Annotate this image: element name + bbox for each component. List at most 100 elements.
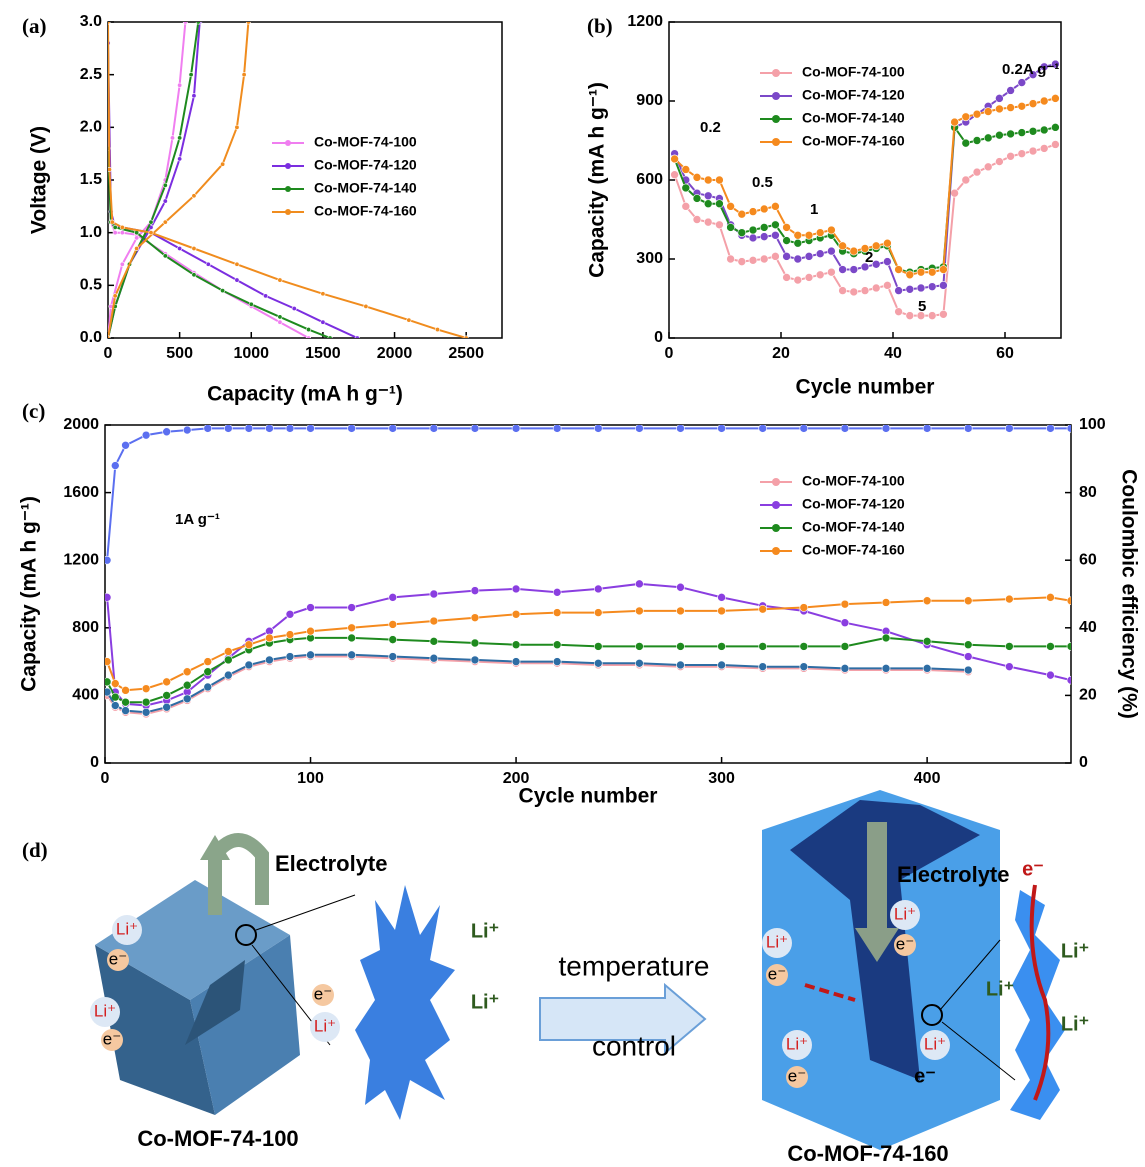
ion-label: e⁻ <box>788 1066 806 1085</box>
data-point <box>715 220 724 230</box>
data-point <box>771 231 780 240</box>
data-point <box>105 687 112 697</box>
annotation: 5 <box>918 298 926 315</box>
data-point <box>799 642 809 651</box>
y2-tick-label: 80 <box>1079 484 1097 501</box>
data-point <box>177 156 183 162</box>
data-point <box>110 461 120 470</box>
annotation: 0.2 <box>700 119 721 136</box>
y2-tick-label: 20 <box>1079 687 1097 704</box>
data-point <box>881 425 891 433</box>
ion-label: Li⁺ <box>894 904 916 923</box>
data-point <box>224 425 233 433</box>
legend-label: Co-MOF-74-140 <box>802 519 905 535</box>
x-tick-label: 1500 <box>305 345 341 362</box>
data-point <box>191 272 197 278</box>
data-point <box>470 613 480 622</box>
spiky-particle <box>355 885 455 1120</box>
data-point <box>241 72 247 78</box>
data-point <box>162 198 168 204</box>
data-point <box>105 593 112 602</box>
data-point <box>435 327 441 333</box>
data-point <box>552 608 562 617</box>
data-point <box>285 630 295 639</box>
ion-bubble <box>894 934 916 956</box>
ion-label: Li⁺ <box>1061 940 1089 962</box>
data-point <box>177 245 183 251</box>
data-point <box>470 586 480 595</box>
sample-label: Co-MOF-74-100 <box>137 1126 298 1151</box>
data-point <box>1017 149 1027 158</box>
data-point <box>347 425 356 433</box>
y2-axis-label: Coulombic efficiency (%) <box>1117 469 1140 719</box>
data-point <box>871 283 881 293</box>
data-point <box>105 555 112 565</box>
data-point <box>263 293 269 299</box>
data-point <box>922 664 932 673</box>
data-point <box>320 319 326 325</box>
data-point <box>717 425 726 433</box>
annotation: 2 <box>865 249 873 266</box>
y-tick-label: 0 <box>90 754 99 771</box>
data-point <box>1046 642 1055 651</box>
data-point <box>758 642 768 651</box>
data-point <box>894 307 903 316</box>
data-point <box>148 230 154 236</box>
data-point <box>1005 642 1014 651</box>
x-tick-label: 400 <box>914 770 941 787</box>
y-tick-label: 0 <box>654 329 663 346</box>
data-point <box>804 231 814 240</box>
data-point <box>676 660 685 670</box>
data-point <box>950 117 959 127</box>
data-point <box>927 282 937 291</box>
data-point <box>1051 59 1060 69</box>
data-point <box>771 202 780 211</box>
data-point <box>195 22 201 25</box>
data-point <box>881 664 891 673</box>
data-point <box>141 430 151 440</box>
data-point <box>203 657 213 666</box>
data-point <box>191 245 197 251</box>
ion-bubble <box>766 964 788 986</box>
ion-bubble <box>786 1066 808 1088</box>
data-point <box>347 633 356 643</box>
process-arrow <box>539 982 707 1056</box>
data-point <box>871 241 881 251</box>
data-point <box>635 658 644 668</box>
data-point <box>916 267 926 277</box>
plot-area <box>105 425 1071 719</box>
data-point <box>815 228 825 237</box>
legend-label: Co-MOF-74-160 <box>314 203 417 219</box>
data-point <box>748 256 758 265</box>
data-point <box>759 232 769 241</box>
data-point <box>119 224 125 230</box>
zoom-circle <box>235 924 257 946</box>
data-point <box>995 130 1004 140</box>
y-tick-label: 2.0 <box>80 119 102 136</box>
electrolyte-label: Electrolyte <box>897 862 1010 887</box>
legend-label: Co-MOF-74-100 <box>802 64 905 80</box>
data-point <box>883 238 892 248</box>
data-point <box>1039 62 1049 72</box>
data-point <box>782 236 791 245</box>
y-tick-label: 2.5 <box>80 66 102 83</box>
ion-bubble <box>112 915 142 945</box>
ion-label: Li⁺ <box>1061 1013 1089 1035</box>
data-point <box>121 706 130 715</box>
data-point <box>244 660 254 670</box>
annotation: 0.5 <box>752 174 773 191</box>
y-tick-label: 1200 <box>627 13 663 30</box>
y-tick-label: 600 <box>636 171 663 188</box>
data-point <box>593 642 603 651</box>
data-point <box>883 257 892 266</box>
data-point <box>1005 594 1014 604</box>
x-tick-label: 0 <box>665 345 674 362</box>
process-label: control <box>592 1030 676 1061</box>
data-point <box>670 170 679 180</box>
ion-label: Li⁺ <box>94 1001 116 1020</box>
data-point <box>182 667 192 677</box>
data-point <box>388 593 398 602</box>
data-point <box>121 697 130 707</box>
data-point <box>327 335 333 338</box>
data-point <box>922 637 932 646</box>
